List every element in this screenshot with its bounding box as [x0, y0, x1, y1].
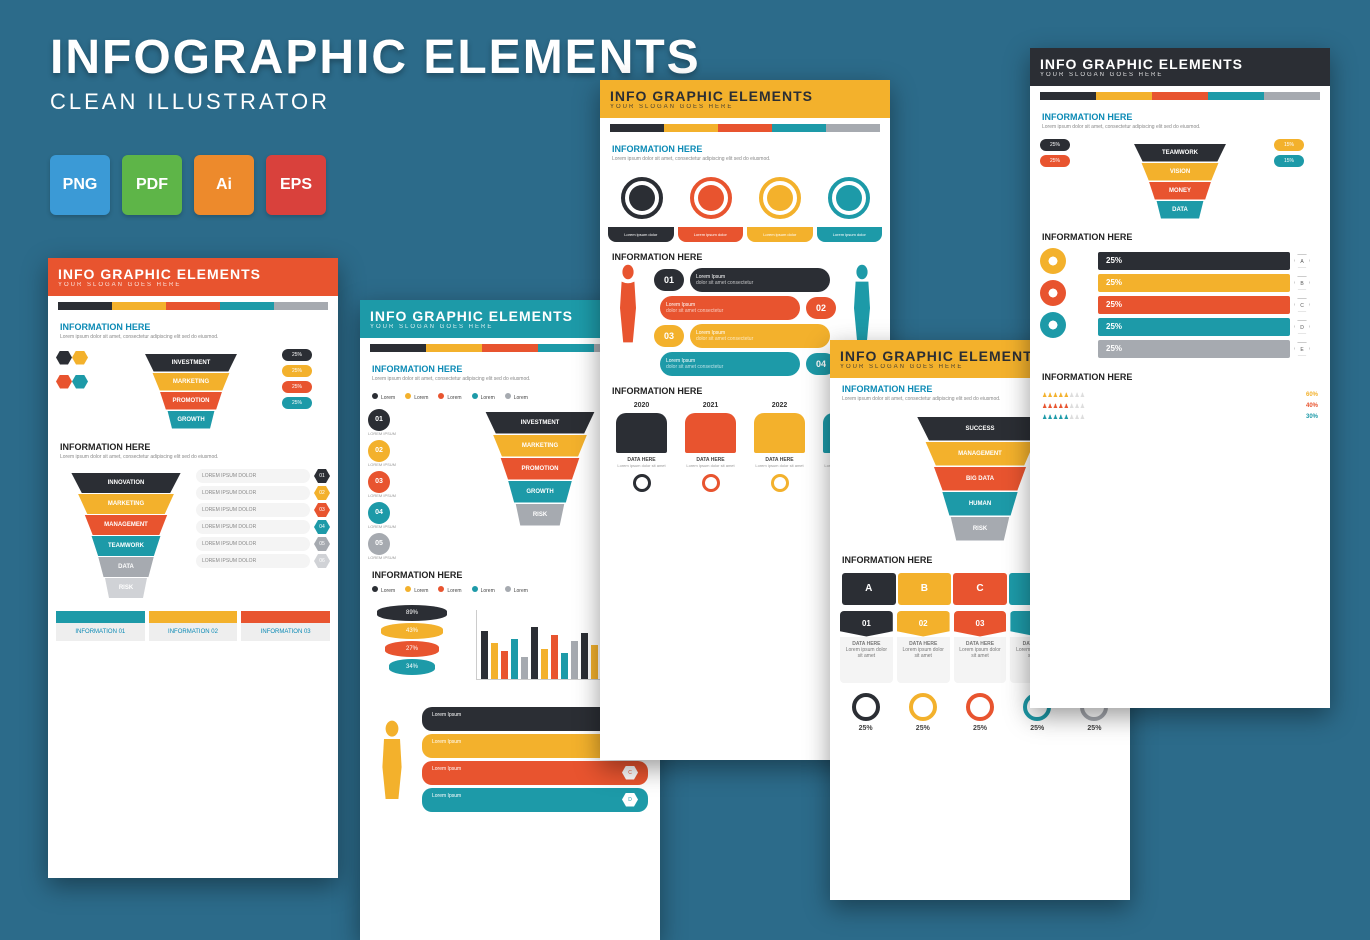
- badge-pdf: PDF: [122, 155, 182, 215]
- format-badges: PNG PDF Ai EPS: [50, 155, 326, 215]
- badge-eps: EPS: [266, 155, 326, 215]
- card3-header: INFO GRAPHIC ELEMENTS YOUR SLOGAN GOES H…: [600, 80, 890, 118]
- badge-png: PNG: [50, 155, 110, 215]
- card5-header: INFO GRAPHIC ELEMENTS YOUR SLOGAN GOES H…: [1030, 48, 1330, 86]
- badge-ai: Ai: [194, 155, 254, 215]
- gears: [1040, 248, 1080, 362]
- num-col: 01LOREM IPSUM02LOREM IPSUM03LOREM IPSUM0…: [368, 405, 428, 564]
- main-title: INFOGRAPHIC ELEMENTS: [50, 30, 701, 85]
- footer-tabs: INFORMATION 01INFORMATION 02INFORMATION …: [56, 611, 330, 641]
- silhouette-1: [608, 264, 648, 344]
- silhouette-2: [842, 264, 882, 344]
- funnel: TEAMWORKVISIONMONEYDATA: [1088, 143, 1272, 220]
- card1-header: INFO GRAPHIC ELEMENTS YOUR SLOGAN GOES H…: [48, 258, 338, 296]
- hex-list: LOREM IPSUM DOLOR01LOREM IPSUM DOLOR02LO…: [196, 466, 330, 605]
- hex-col: [56, 347, 102, 395]
- pct-boxes: 25%A25%B25%C25%D25%E: [1088, 248, 1320, 362]
- bar-chart: [476, 610, 602, 680]
- circle-icons: [610, 177, 880, 219]
- pill-col: 25%25%25%25%: [280, 347, 330, 411]
- funnel-1: INVESTMENTMARKETINGPROMOTIONGROWTH: [102, 353, 280, 430]
- section-title: INFORMATION HERE: [48, 316, 338, 334]
- color-bar: [58, 302, 328, 310]
- card-5: INFO GRAPHIC ELEMENTS YOUR SLOGAN GOES H…: [1030, 48, 1330, 708]
- funnel-2: INNOVATIONMARKETINGMANAGEMENTTEAMWORKDAT…: [56, 472, 196, 599]
- pct-pills: 25%25%: [1038, 137, 1088, 226]
- person-icon: [372, 719, 412, 799]
- people-stats: ♟♟♟♟♟♟♟♟60%♟♟♟♟♟♟♟♟40%♟♟♟♟♟♟♟♟30%: [1030, 384, 1330, 429]
- card-1: INFO GRAPHIC ELEMENTS YOUR SLOGAN GOES H…: [48, 258, 338, 878]
